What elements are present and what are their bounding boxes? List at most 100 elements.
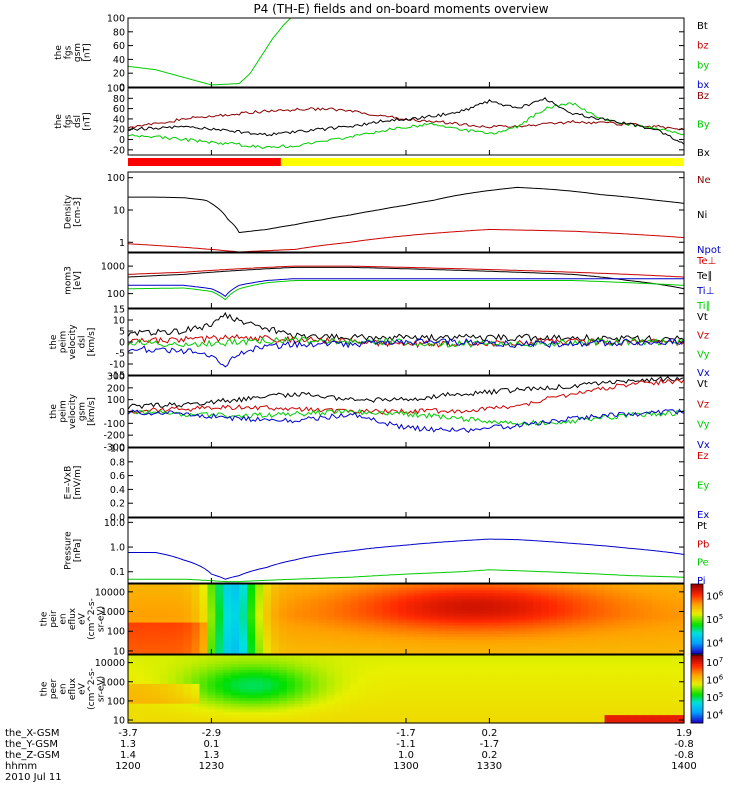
spectrogram-cell: [342, 703, 351, 707]
spectrogram-cell: [445, 586, 455, 591]
spectrogram-cell: [445, 683, 455, 687]
spectrogram-cell: [342, 595, 351, 600]
spectrogram-cell: [580, 720, 590, 724]
spectrogram-cell: [556, 610, 566, 614]
spectrogram-cell: [398, 616, 407, 620]
spectrogram-cell: [572, 663, 582, 667]
spectrogram-cell: [191, 666, 201, 670]
spectrogram-cell: [477, 595, 487, 600]
spectrogram-cell: [580, 686, 590, 690]
spectrogram-cell: [644, 694, 653, 699]
spectrogram-cell: [541, 630, 550, 635]
spectrogram-cell: [556, 648, 566, 652]
spectrogram-cell: [270, 592, 280, 597]
spectrogram-cell: [239, 633, 248, 638]
spectrogram-cell: [191, 586, 201, 591]
spectrogram-cell: [382, 610, 391, 614]
spectrogram-cell: [199, 645, 209, 649]
spectrogram-cell: [406, 689, 415, 693]
spectrogram-cell: [350, 648, 359, 652]
y-axis-label-line: peim: [59, 400, 69, 423]
spectrogram-cell: [580, 636, 590, 641]
spectrogram-cell: [135, 636, 145, 641]
spectrogram-cell: [541, 674, 550, 679]
spectrogram-cell: [541, 677, 550, 682]
spectrogram-cell: [556, 711, 566, 716]
spectrogram-cell: [231, 621, 240, 626]
spectrogram-cell: [294, 642, 304, 646]
spectrogram-cell: [541, 691, 550, 696]
spectrogram-cell: [199, 680, 209, 684]
spectrogram-cell: [263, 708, 272, 713]
x-axis-date: 2010 Jul 11: [5, 772, 62, 783]
spectrogram-cell: [580, 645, 590, 649]
spectrogram-cell: [318, 703, 328, 707]
spectrogram-cell: [429, 666, 439, 670]
spectrogram-cell: [564, 627, 574, 632]
x-row-value: 1.0: [398, 750, 414, 761]
spectrogram-cell: [215, 663, 224, 667]
spectrogram-cell: [421, 592, 431, 597]
spectrogram-cell: [660, 621, 669, 626]
spectrogram-cell: [620, 616, 629, 620]
spectrogram-cell: [453, 672, 463, 676]
spectrogram-cell: [167, 639, 177, 643]
spectrogram-cell: [159, 666, 169, 670]
spectrogram-cell: [366, 708, 375, 713]
spectrogram-cell: [278, 642, 288, 646]
spectrogram-cell: [636, 657, 645, 662]
spectrogram-cell: [429, 651, 439, 655]
spectrogram-cell: [509, 691, 518, 696]
spectrogram-cell: [628, 691, 637, 696]
spectrogram-cell: [469, 642, 479, 646]
spectrogram-cell: [612, 645, 622, 649]
colorbar-step: [691, 656, 703, 659]
spectrogram-cell: [477, 598, 487, 603]
spectrogram-cell: [628, 595, 637, 600]
spectrogram-cell: [525, 697, 534, 701]
colorbar-step: [691, 690, 703, 693]
spectrogram-cell: [342, 624, 351, 629]
spectrogram-cell: [390, 595, 399, 600]
spectrogram-cell: [628, 663, 637, 667]
spectrogram-cell: [548, 627, 558, 632]
spectrogram-cell: [604, 616, 614, 620]
spectrogram-cell: [382, 601, 391, 606]
y-tick-label: 0.1: [110, 567, 125, 578]
y-axis-label-line: fgs: [63, 114, 73, 128]
spectrogram-cell: [461, 607, 471, 611]
spectrogram-cell: [398, 592, 407, 597]
spectrogram-cell: [318, 663, 328, 667]
spectrogram-cell: [652, 660, 661, 665]
spectrogram-cell: [350, 660, 359, 665]
spectrogram-cell: [135, 624, 145, 629]
spectrogram-cell: [533, 700, 542, 704]
spectrogram-cell: [541, 613, 550, 617]
spectrogram-cell: [318, 686, 328, 690]
spectrogram-cell: [342, 689, 351, 693]
spectrogram-cell: [374, 686, 383, 690]
spectrogram-cell: [509, 706, 518, 710]
spectrogram-cell: [517, 613, 526, 617]
spectrogram-cell: [548, 714, 558, 718]
spectrogram-cell: [548, 691, 558, 696]
series-line-Vy: [127, 408, 685, 426]
spectrogram-cell: [564, 621, 574, 626]
spectrogram-cell: [406, 672, 415, 676]
spectrogram-cell: [533, 689, 542, 693]
spectrogram-cell: [501, 697, 510, 701]
spectrogram-cell: [366, 686, 375, 690]
spectrogram-cell: [612, 663, 622, 667]
spectrogram-cell: [541, 703, 550, 707]
spectrogram-cell: [358, 624, 367, 629]
spectrogram-cell: [135, 589, 145, 594]
spectrogram-cell: [191, 655, 201, 659]
spectrogram-cell: [278, 657, 288, 662]
series-line-Bz: [127, 107, 685, 131]
spectrogram-cell: [628, 589, 637, 594]
spectrogram-cell: [294, 691, 304, 696]
spectrogram-cell: [612, 639, 622, 643]
spectrogram-cell: [231, 639, 240, 643]
legend-entry-By: By: [697, 120, 710, 131]
spectrogram-cell: [596, 674, 606, 679]
